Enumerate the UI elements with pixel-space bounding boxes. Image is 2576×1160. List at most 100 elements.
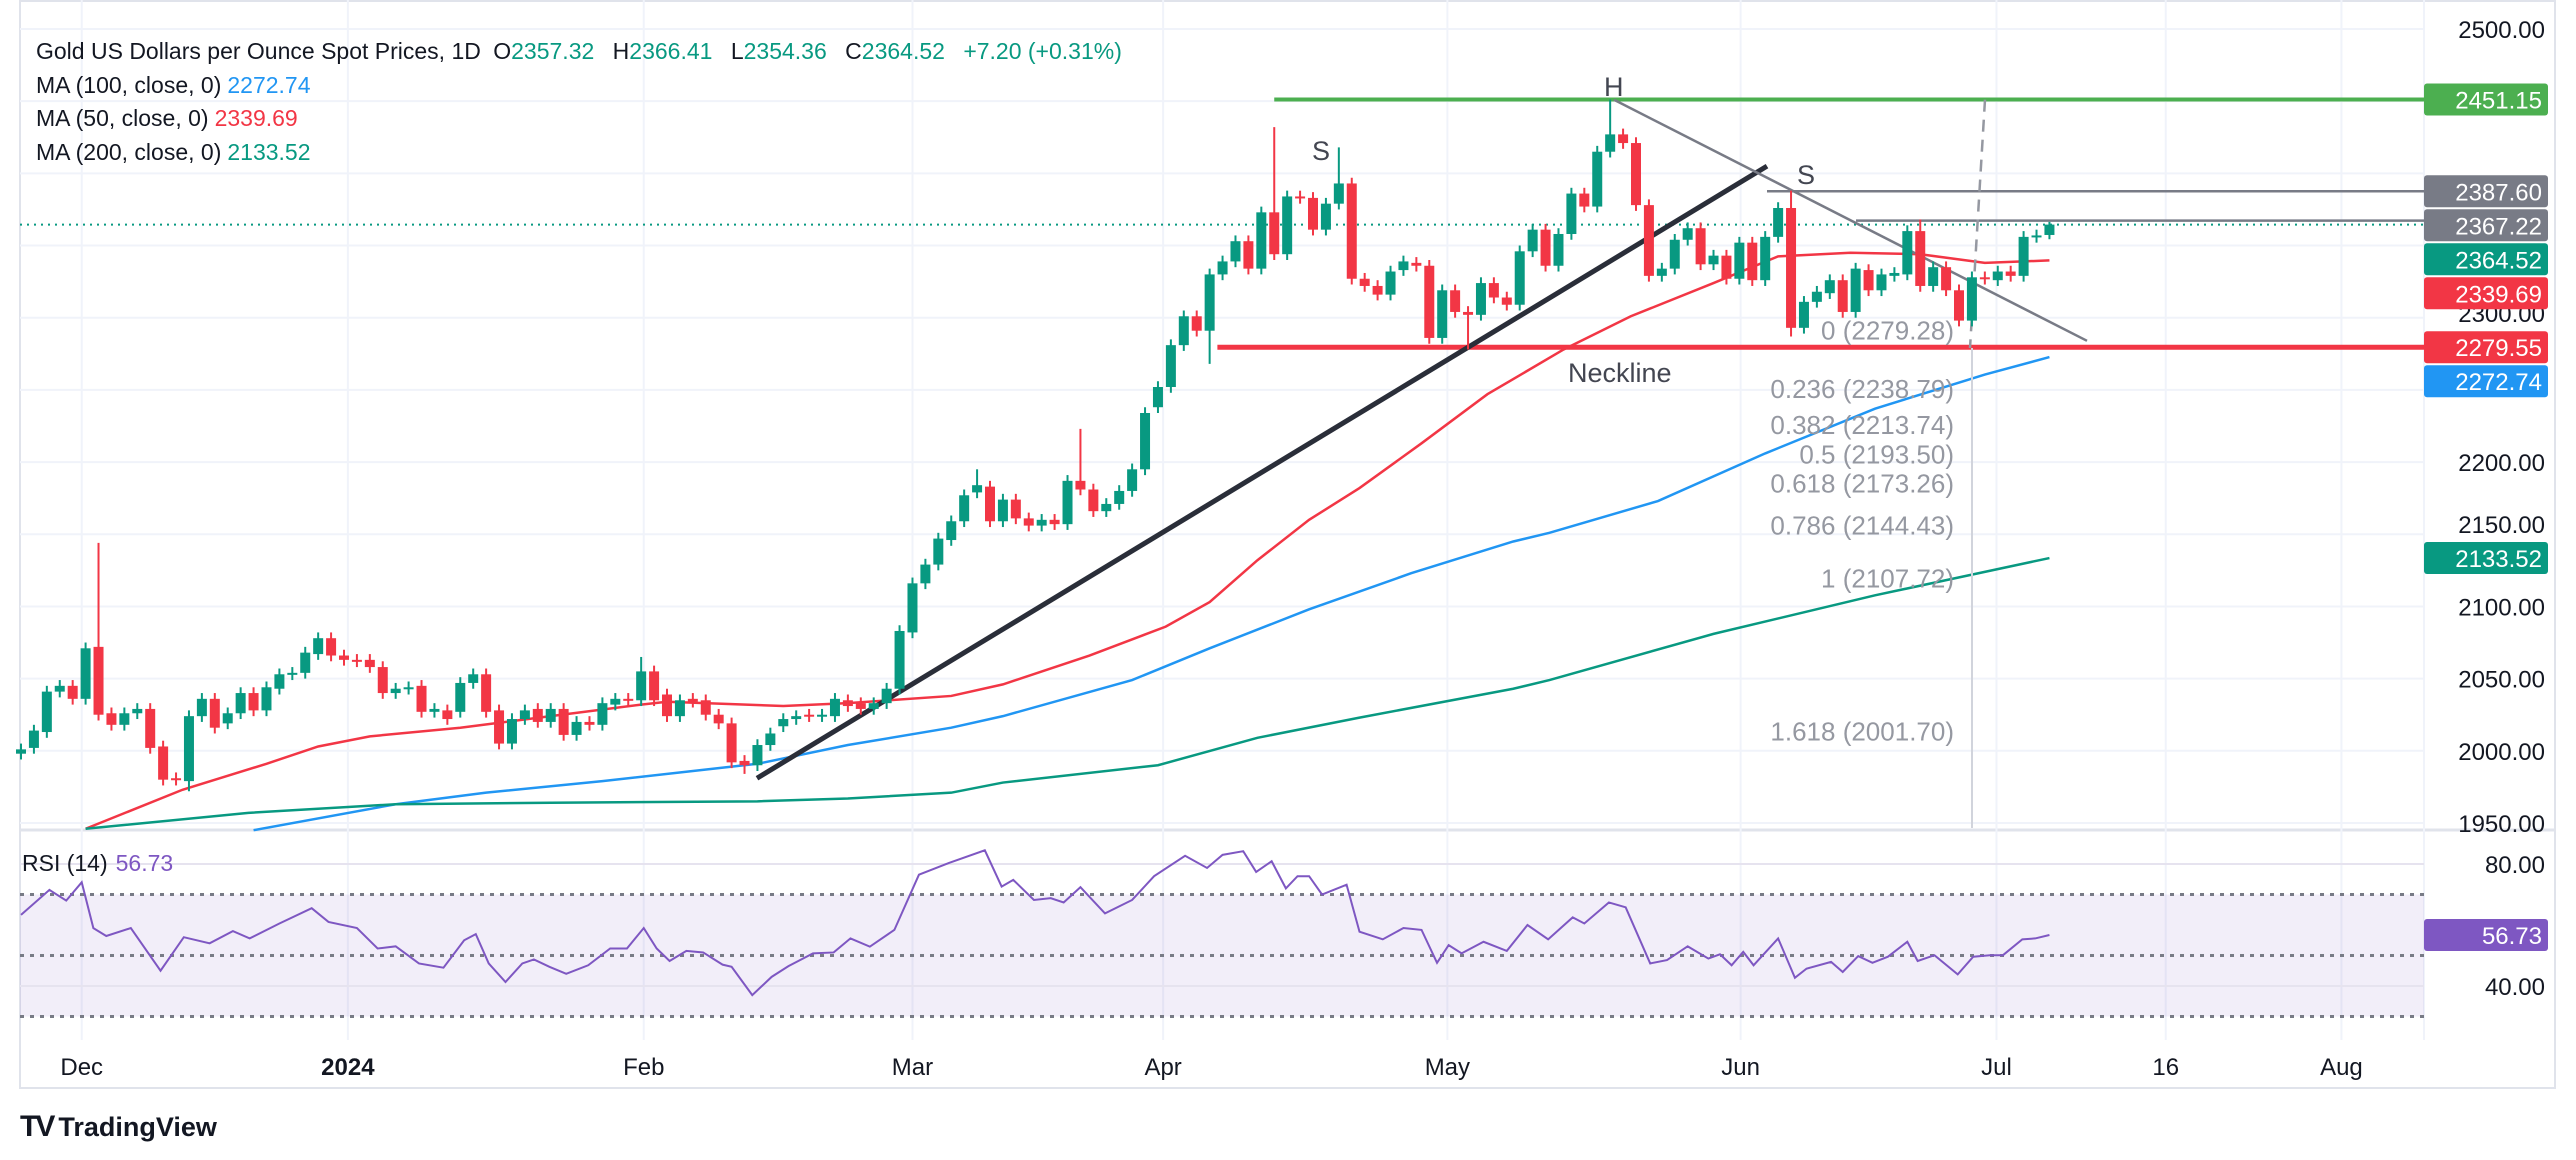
price-tick-label: 2150.00: [2458, 512, 2545, 539]
change-value: +7.20 (+0.31%): [963, 38, 1122, 64]
fib-level-label: 1 (2107.72): [1821, 563, 1954, 593]
price-badge: [2424, 243, 2548, 276]
fib-level-label: 0.236 (2238.79): [1770, 374, 1954, 404]
rsi-badge-label: 56.73: [2482, 923, 2542, 950]
candle-up: [1256, 212, 1267, 269]
candle-down: [481, 674, 492, 712]
candle-up: [1889, 272, 1900, 276]
candle-down: [1372, 285, 1383, 295]
head-label: H: [1604, 72, 1624, 102]
candle-up: [881, 688, 892, 704]
fib-level-label: 0.618 (2173.26): [1770, 469, 1954, 499]
candle-down: [1721, 255, 1732, 279]
fib-level-label: 0.786 (2144.43): [1770, 510, 1954, 540]
candle-down: [1010, 499, 1021, 519]
candle-up: [403, 687, 414, 690]
ma200-value: 2133.52: [227, 139, 311, 165]
fibonacci-labels[interactable]: 0 (2279.28) 0.236 (2238.79) 0.382 (2213.74…: [1770, 316, 1954, 747]
candle-up: [752, 745, 763, 766]
candle-up: [1101, 503, 1112, 512]
right-shoulder-label: S: [1797, 160, 1815, 190]
candle-down: [1450, 290, 1461, 312]
candle-up: [868, 703, 879, 709]
candle-down: [364, 659, 375, 668]
candle-up: [1320, 203, 1331, 230]
tradingview-logo-icon: TV: [20, 1110, 55, 1143]
candle-up: [1773, 208, 1784, 237]
candle-down: [1411, 262, 1422, 266]
candle-up: [1811, 291, 1822, 302]
candle-down: [93, 646, 104, 715]
price-badge-label: 2451.15: [2455, 88, 2542, 115]
rsi-series: [20, 849, 2050, 997]
tradingview-logo[interactable]: TV TradingView: [20, 1110, 217, 1144]
candles: [16, 99, 2055, 792]
candle-down: [1243, 241, 1254, 269]
candle-down: [804, 714, 815, 717]
candle-up: [674, 700, 685, 717]
candle-up: [1592, 151, 1603, 207]
candle-up: [1850, 268, 1861, 312]
candle-up: [765, 733, 776, 746]
candle-down: [1863, 270, 1874, 291]
candle-down: [248, 693, 259, 711]
candle-up: [2018, 236, 2029, 276]
candle-up: [16, 749, 26, 754]
ma50-legend[interactable]: MA (50, close, 0) 2339.69: [36, 105, 304, 132]
candle-down: [1579, 193, 1590, 207]
candle-down: [1346, 183, 1357, 279]
candle-down: [171, 778, 182, 781]
ma200-legend[interactable]: MA (200, close, 0) 2133.52: [36, 139, 317, 166]
candle-up: [1605, 134, 1616, 152]
candle-up: [1734, 242, 1745, 279]
candle-up: [222, 713, 233, 724]
axes[interactable]: 2500.002300.002200.002150.002100.002050.…: [60, 17, 2545, 1081]
ma100-label: MA (100, close, 0): [36, 72, 222, 98]
candle-down: [1695, 228, 1706, 265]
candle-up: [933, 538, 944, 565]
candle-up: [1824, 280, 1835, 294]
candle-up: [313, 638, 324, 655]
candle-up: [390, 688, 401, 694]
symbol-title: Gold US Dollars per Ounce Spot Prices, 1…: [36, 38, 481, 64]
rsi-legend[interactable]: RSI (14) 56.73: [22, 850, 173, 877]
price-badge-label: 2272.74: [2455, 369, 2542, 396]
candle-down: [442, 710, 453, 720]
candle-up: [829, 698, 840, 717]
candle-down: [1747, 242, 1758, 281]
candle-up: [1437, 290, 1448, 338]
candle-up: [1204, 274, 1215, 331]
fib-level-label: 1.618 (2001.70): [1770, 716, 1954, 746]
candle-up: [959, 495, 970, 522]
candle-down: [339, 655, 349, 660]
candle-up: [1165, 345, 1176, 388]
candle-up: [1566, 193, 1577, 234]
candle-up: [119, 713, 130, 725]
candle-up: [1928, 267, 1939, 286]
time-tick-label: Jul: [1981, 1054, 2012, 1081]
candle-down: [1088, 489, 1099, 512]
candle-down: [1049, 519, 1060, 525]
candle-down: [1308, 197, 1318, 230]
price-tick-label: 2500.00: [2458, 17, 2545, 44]
time-tick-label: Apr: [1144, 1054, 1181, 1081]
brand-name: TradingView: [58, 1111, 217, 1142]
ma100-legend[interactable]: MA (100, close, 0) 2272.74: [36, 72, 317, 99]
candle-down: [1023, 518, 1034, 526]
drawings[interactable]: [20, 97, 2424, 828]
candle-down: [494, 710, 505, 744]
candle-up: [1669, 239, 1680, 269]
candle-down: [700, 700, 711, 715]
price-badge-label: 2387.60: [2455, 179, 2542, 206]
neckline-label: Neckline: [1568, 358, 1672, 388]
candle-up: [920, 564, 931, 584]
ma200-label: MA (200, close, 0): [36, 139, 222, 165]
candle-up: [1140, 412, 1151, 470]
price-badge: [2424, 331, 2548, 364]
candle-up: [1760, 236, 1771, 281]
time-tick-label: 16: [2152, 1054, 2179, 1081]
candle-up: [1127, 469, 1138, 491]
open-label: O: [493, 38, 512, 64]
candle-down: [351, 659, 362, 662]
